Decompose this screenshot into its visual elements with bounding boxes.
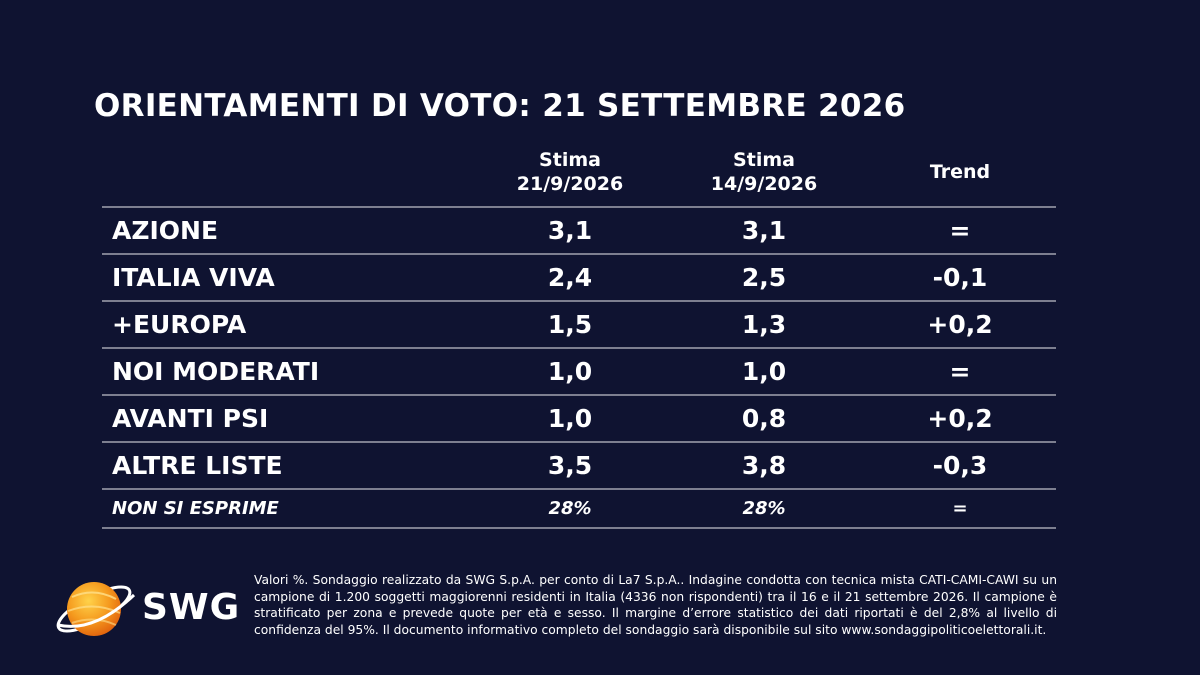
page-title: ORIENTAMENTI DI VOTO: 21 SETTEMBRE 2026 (94, 88, 906, 124)
previous-value: 1,3 (741, 310, 787, 339)
party-name: AVANTI PSI (112, 404, 269, 433)
trend-value: -0,1 (932, 263, 988, 292)
current-value: 1,0 (547, 404, 593, 433)
column-header-previous-line2: 14/9/2026 (710, 173, 818, 195)
party-name: NON SI ESPRIME (112, 498, 279, 519)
trend-value: = (949, 357, 971, 386)
trend-value: = (949, 216, 971, 245)
current-value: 3,5 (547, 451, 593, 480)
party-name: ALTRE LISTE (112, 451, 283, 480)
current-value: 1,0 (547, 357, 593, 386)
current-value: 28% (548, 498, 592, 519)
previous-value: 1,0 (741, 357, 787, 386)
previous-value: 28% (742, 498, 786, 519)
column-header-current: Stima 21/9/2026 (470, 148, 670, 196)
table-body: AZIONE 3,1 3,1 = ITALIA VIVA 2,4 2,5 -0,… (102, 206, 1056, 529)
trend-value: +0,2 (927, 310, 993, 339)
previous-value: 3,1 (741, 216, 787, 245)
trend-value: = (952, 498, 968, 519)
table-row: ITALIA VIVA 2,4 2,5 -0,1 (102, 255, 1056, 302)
party-name: ITALIA VIVA (112, 263, 275, 292)
swg-globe-icon (56, 582, 136, 636)
current-value: 1,5 (547, 310, 593, 339)
trend-value: +0,2 (927, 404, 993, 433)
table-row: AVANTI PSI 1,0 0,8 +0,2 (102, 396, 1056, 443)
current-value: 2,4 (547, 263, 593, 292)
logo-text: SWG (142, 587, 241, 628)
column-header-trend: Trend (929, 161, 991, 183)
poll-table: Stima 21/9/2026 Stima 14/9/2026 Trend AZ… (102, 148, 1056, 529)
table-row: +EUROPA 1,5 1,3 +0,2 (102, 302, 1056, 349)
trend-value: -0,3 (932, 451, 988, 480)
methodology-note: Valori %. Sondaggio realizzato da SWG S.… (254, 573, 1057, 637)
table-row: ALTRE LISTE 3,5 3,8 -0,3 (102, 443, 1056, 490)
party-name: AZIONE (112, 216, 219, 245)
party-name: NOI MODERATI (112, 357, 320, 386)
previous-value: 0,8 (741, 404, 787, 433)
current-value: 3,1 (547, 216, 593, 245)
party-name: +EUROPA (112, 310, 247, 339)
table-row: NOI MODERATI 1,0 1,0 = (102, 349, 1056, 396)
table-row: AZIONE 3,1 3,1 = (102, 208, 1056, 255)
column-header-previous: Stima 14/9/2026 (664, 148, 864, 196)
table-header: Stima 21/9/2026 Stima 14/9/2026 Trend (102, 148, 1056, 206)
swg-logo: SWG (50, 573, 240, 643)
previous-value: 2,5 (741, 263, 787, 292)
column-header-current-line1: Stima (539, 149, 601, 171)
previous-value: 3,8 (741, 451, 787, 480)
column-header-previous-line1: Stima (733, 149, 795, 171)
column-header-current-line2: 21/9/2026 (516, 173, 624, 195)
table-row: NON SI ESPRIME 28% 28% = (102, 490, 1056, 529)
